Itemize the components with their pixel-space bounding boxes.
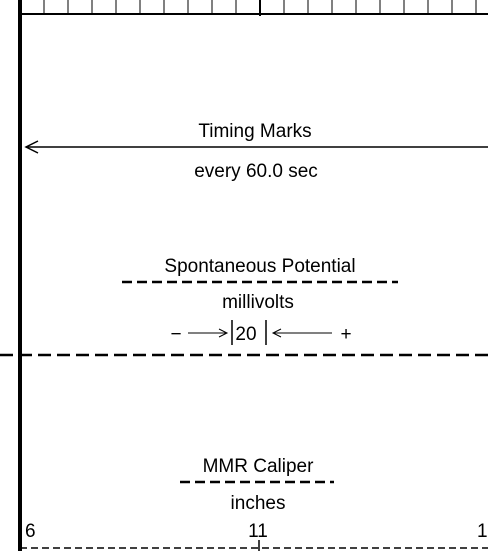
timing-interval: every 60.0 sec xyxy=(194,161,318,182)
caliper-scale-mid: 11 xyxy=(248,521,268,542)
caliper-scale-left: 6 xyxy=(25,521,36,542)
arrow-head xyxy=(218,328,229,338)
sp-title: Spontaneous Potential xyxy=(164,256,355,277)
sp-plus: + xyxy=(340,324,351,345)
arrow-head xyxy=(24,140,39,154)
top-scale xyxy=(20,0,488,16)
caliper-scale-right: 16 xyxy=(477,521,488,542)
caliper-title: MMR Caliper xyxy=(203,456,315,477)
sp-minus: − xyxy=(170,324,181,345)
timing-title: Timing Marks xyxy=(198,121,311,142)
sp-scale: 20 xyxy=(235,324,256,345)
arrow-head xyxy=(271,328,282,338)
sp-unit: millivolts xyxy=(222,292,294,313)
caliper-unit: inches xyxy=(231,493,286,514)
